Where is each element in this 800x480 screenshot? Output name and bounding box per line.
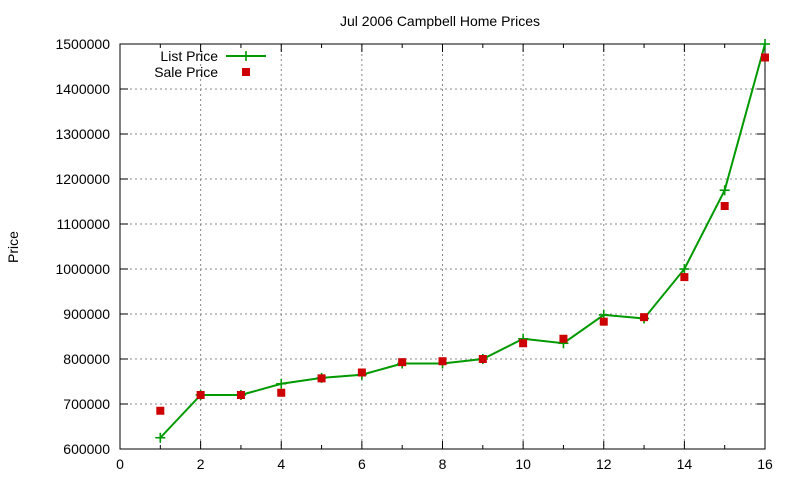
x-tick-label: 10 [515,456,531,472]
sale-price-point [680,273,689,282]
x-tick-label: 4 [277,456,285,472]
sale-price-point [357,368,366,377]
sale-price-point [761,53,769,62]
sale-price-point [478,355,487,363]
series-layer [155,39,770,443]
list-price-series [155,39,770,443]
sale-price-point [559,334,568,343]
y-tick-label: 900000 [63,306,110,322]
x-tick-label: 0 [116,456,124,472]
sale-price-point [196,391,205,399]
legend-label: Sale Price [154,64,218,80]
sale-price-point [156,406,165,415]
sale-price-point [317,374,326,383]
chart-title: Jul 2006 Campbell Home Prices [340,13,540,29]
y-tick-label: 1000000 [55,261,110,277]
legend-label: List Price [160,48,218,64]
y-tick-label: 1300000 [55,126,110,142]
x-tick-label: 8 [439,456,447,472]
legend-square-swatch [242,68,250,76]
y-tick-label: 600000 [63,441,110,457]
x-tick-label: 16 [757,456,773,472]
sale-price-point [640,313,649,322]
list-price-point [719,185,730,196]
x-tick-label: 12 [596,456,612,472]
x-tick-label: 2 [197,456,205,472]
y-tick-label: 1100000 [57,216,111,232]
sale-price-point [398,358,407,367]
x-tick-label: 6 [358,456,366,472]
list-price-point [679,264,690,274]
list-price-point [276,378,287,389]
x-tick-label: 14 [677,456,693,472]
legend-plus-swatch [241,51,251,61]
sale-price-point [599,317,608,326]
sale-price-point [438,357,447,366]
sale-price-point [519,339,528,348]
y-tick-label: 700000 [63,396,110,412]
sale-price-point [277,388,286,397]
grid [120,44,765,449]
y-tick-label: 1400000 [55,81,110,97]
y-tick-label: 1200000 [55,171,110,187]
axis-ticks: 600000 700000 800000 900000 1000000 1100000 12… [55,36,773,472]
y-axis-label: Price [5,231,21,263]
sale-price-point [236,391,245,399]
list-price-line [159,43,766,439]
sale-price-series [156,53,769,415]
list-price-point [155,432,166,443]
list-price-point [760,39,770,49]
y-tick-label: 1500000 [55,36,110,52]
sale-price-point [720,202,729,210]
y-tick-label: 800000 [63,351,110,367]
